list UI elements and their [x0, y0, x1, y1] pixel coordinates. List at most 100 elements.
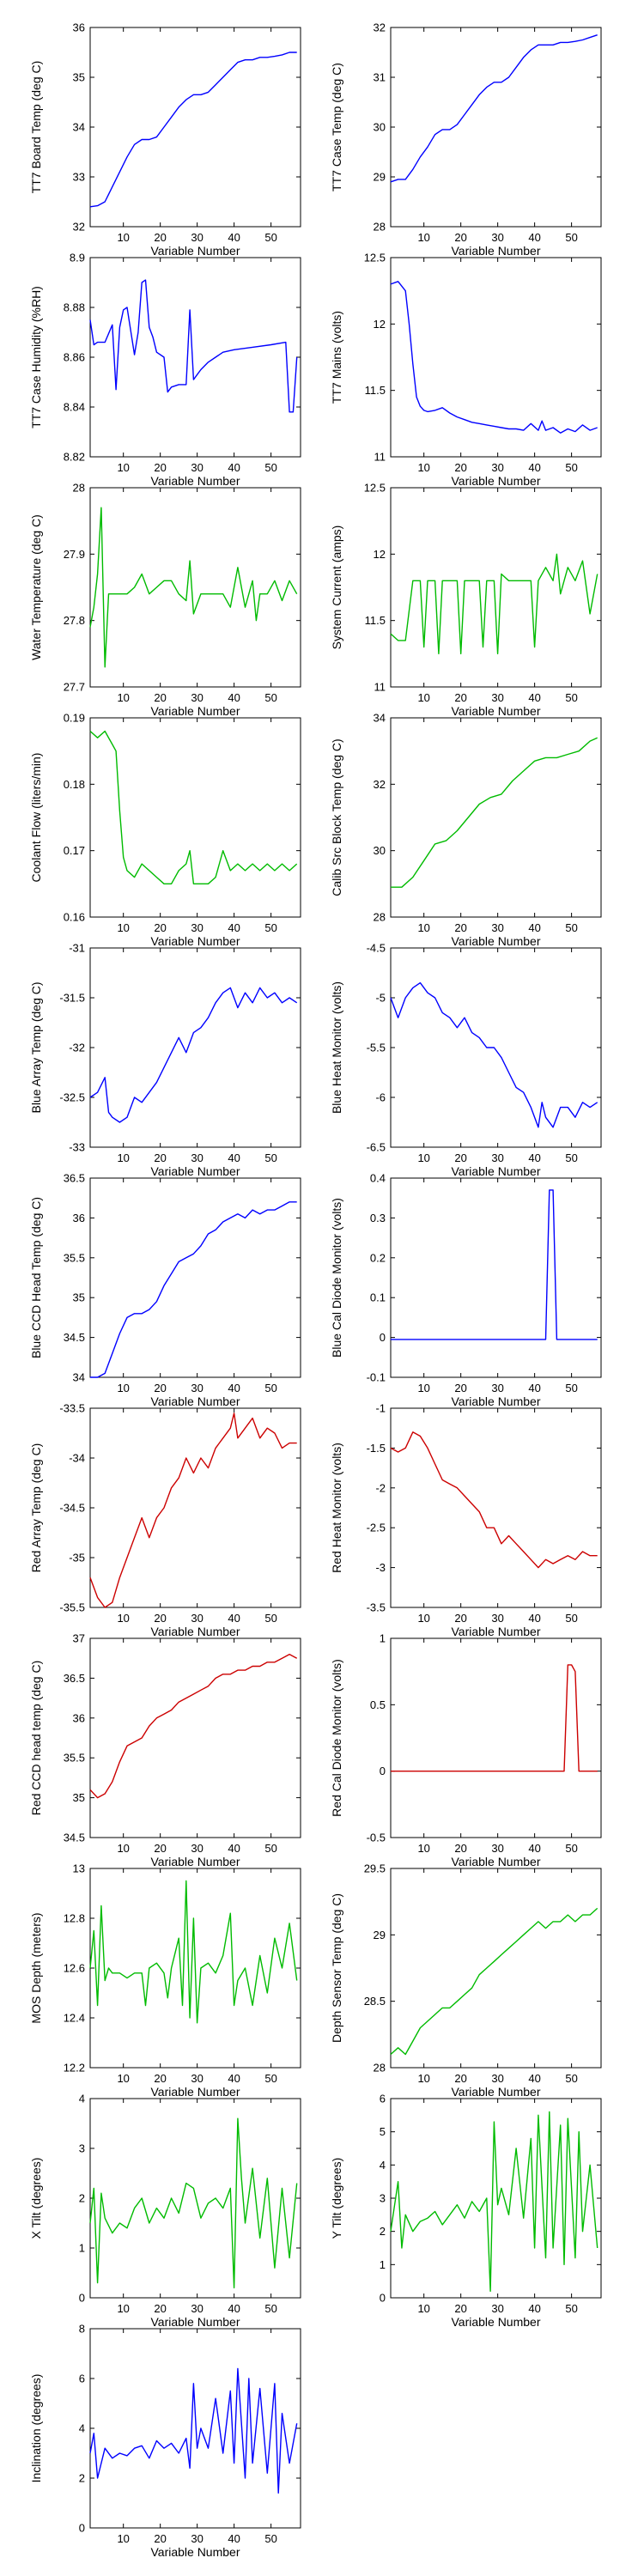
series-line: [89, 279, 298, 413]
plot-frame: [390, 2098, 602, 2299]
plot-frame: [390, 717, 602, 918]
x-tick-label: 20: [154, 691, 166, 704]
x-tick-label: 40: [528, 1151, 540, 1164]
x-tick-label: 40: [528, 691, 540, 704]
series-line: [89, 2117, 298, 2289]
x-tick-label: 50: [264, 2072, 276, 2085]
x-tick-label: 20: [154, 1612, 166, 1625]
x-tick-label: 10: [417, 231, 429, 244]
x-tick-label: 40: [228, 2302, 240, 2315]
y-axis-label: Blue CCD Head Temp (deg C): [29, 1197, 43, 1358]
series-line: [391, 1664, 598, 1772]
x-tick-label: 40: [228, 1842, 240, 1855]
x-tick-label: 50: [565, 1842, 577, 1855]
x-tick-label: 40: [528, 1382, 540, 1394]
y-tick-label: -2: [375, 1481, 386, 1494]
chart-4: 10 20 30 40 50 11 11.5 12 12.5 Variable Number TT7…: [330, 252, 602, 488]
y-tick-label: 0: [79, 2522, 85, 2535]
x-tick-label: 50: [264, 1151, 276, 1164]
x-axis-label: Variable Number: [451, 1394, 540, 1408]
y-tick-label: -1.5: [367, 1442, 386, 1455]
x-tick-label: 20: [454, 2072, 466, 2085]
y-tick-label: 0.3: [370, 1212, 386, 1224]
chart-13: 10 20 30 40 50 -35.5 -35 -34.5 -34 -33.5 Variable …: [29, 1402, 301, 1638]
series-line: [90, 1201, 297, 1378]
x-axis-label: Variable Number: [451, 934, 540, 948]
y-tick-label: 34.5: [64, 1832, 85, 1844]
x-axis-label: Variable Number: [451, 1625, 540, 1638]
x-axis-label: Variable Number: [150, 704, 240, 718]
x-tick-label: 20: [454, 691, 466, 704]
x-tick-label: 40: [228, 1382, 240, 1394]
y-tick-label: 11.5: [365, 614, 386, 627]
plot-frame: [89, 257, 301, 458]
chart-6: 10 20 30 40 50 11 11.5 12 12.5 Variable Number Sys…: [330, 482, 602, 718]
y-tick-label: 36: [73, 1212, 85, 1224]
y-tick-label: 35: [73, 71, 85, 84]
x-tick-label: 40: [228, 2072, 240, 2085]
chart-10: 10 20 30 40 50 -6.5 -6 -5.5 -5 -4.5 Variable Numbe…: [330, 942, 602, 1178]
series-line: [89, 2367, 298, 2494]
x-tick-label: 10: [117, 1382, 129, 1394]
x-tick-label: 10: [117, 1612, 129, 1625]
x-tick-label: 20: [154, 461, 166, 474]
y-tick-label: 4: [79, 2422, 85, 2435]
y-axis-label: Water Temperature (deg C): [29, 514, 43, 660]
plot-frame: [390, 1177, 602, 1378]
plot-frame: [390, 27, 602, 228]
y-axis-label: Depth Sensor Temp (deg C): [330, 1893, 343, 2043]
series-line: [89, 507, 298, 668]
plot-frame: [89, 717, 301, 918]
x-tick-label: 50: [565, 1382, 577, 1394]
y-tick-label: 29: [374, 171, 386, 184]
chart-5: 10 20 30 40 50 27.7 27.8 27.9 28 Variable Number W…: [29, 482, 301, 718]
x-axis-label: Variable Number: [150, 244, 240, 258]
chart-20: 10 20 30 40 50 0 1 2 3 4 5 6 Variable Number Y Tilt (…: [330, 2093, 602, 2329]
series-line: [89, 1653, 298, 1799]
x-tick-label: 30: [191, 691, 203, 704]
x-axis-label: Variable Number: [150, 1394, 240, 1408]
x-axis-label: Variable Number: [150, 2315, 240, 2329]
y-tick-label: 30: [374, 121, 386, 134]
y-tick-label: 12: [374, 548, 386, 561]
y-tick-label: 8.82: [64, 451, 85, 464]
y-tick-label: -2.5: [367, 1522, 386, 1534]
x-tick-label: 30: [191, 921, 203, 934]
y-tick-label: 0.5: [370, 1698, 386, 1711]
x-tick-label: 10: [117, 691, 129, 704]
x-axis-label: Variable Number: [451, 704, 540, 718]
y-axis-label: Blue Cal Diode Monitor (volts): [330, 1198, 343, 1358]
y-tick-label: -6.5: [367, 1141, 386, 1154]
chart-7: 10 20 30 40 50 0.16 0.17 0.18 0.19 Variable Numbe…: [29, 712, 301, 948]
x-tick-label: 30: [191, 461, 203, 474]
y-tick-label: 11: [374, 451, 386, 464]
y-tick-label: -0.1: [367, 1371, 386, 1384]
x-tick-label: 40: [528, 1612, 540, 1625]
x-tick-label: 10: [117, 231, 129, 244]
x-tick-label: 20: [154, 921, 166, 934]
x-tick-label: 30: [191, 1382, 203, 1394]
y-tick-label: 5: [380, 2125, 386, 2138]
x-tick-label: 30: [491, 691, 503, 704]
x-tick-label: 10: [417, 461, 429, 474]
series-line: [391, 1189, 598, 1340]
chart-3: 10 20 30 40 50 8.82 8.84 8.86 8.88 8.9 Variable Nu…: [29, 252, 301, 488]
y-tick-label: 35.5: [64, 1752, 85, 1765]
y-tick-label: -1: [375, 1402, 386, 1415]
x-tick-label: 10: [417, 2302, 429, 2315]
y-tick-label: 8.86: [64, 351, 85, 364]
y-axis-label: TT7 Case Humidity (%RH): [29, 286, 43, 428]
x-tick-label: 10: [117, 2072, 129, 2085]
y-tick-label: 36.5: [64, 1172, 85, 1185]
plot-frame: [390, 947, 602, 1148]
x-tick-label: 30: [191, 2072, 203, 2085]
x-tick-label: 20: [154, 2072, 166, 2085]
x-tick-label: 40: [528, 231, 540, 244]
y-axis-label: MOS Depth (meters): [29, 1912, 43, 2023]
x-tick-label: 20: [454, 921, 466, 934]
series-line: [89, 730, 298, 885]
x-axis-label: Variable Number: [451, 2315, 540, 2329]
x-tick-label: 20: [454, 461, 466, 474]
x-tick-label: 50: [565, 2072, 577, 2085]
